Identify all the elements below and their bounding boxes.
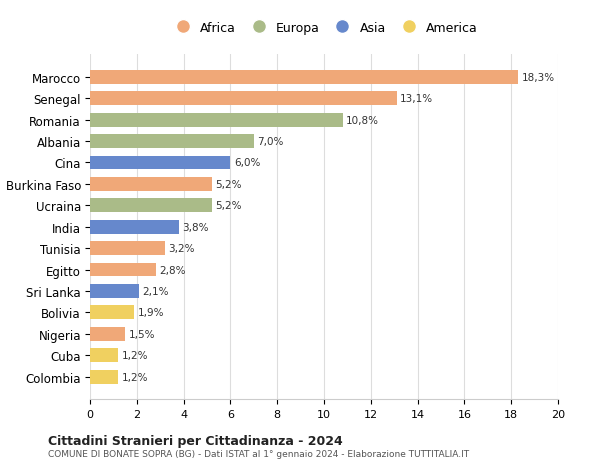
Text: 5,2%: 5,2%	[215, 179, 242, 190]
Bar	[90, 178, 212, 191]
Text: 6,0%: 6,0%	[234, 158, 260, 168]
Text: 3,8%: 3,8%	[182, 222, 209, 232]
Text: 13,1%: 13,1%	[400, 94, 433, 104]
Text: COMUNE DI BONATE SOPRA (BG) - Dati ISTAT al 1° gennaio 2024 - Elaborazione TUTTI: COMUNE DI BONATE SOPRA (BG) - Dati ISTAT…	[48, 449, 469, 458]
Bar	[90, 92, 397, 106]
Text: 18,3%: 18,3%	[522, 73, 555, 83]
Text: 1,5%: 1,5%	[128, 329, 155, 339]
Text: 2,8%: 2,8%	[159, 265, 185, 275]
Bar	[90, 71, 518, 84]
Bar	[90, 220, 179, 234]
Text: 3,2%: 3,2%	[169, 244, 195, 253]
Text: 1,2%: 1,2%	[122, 372, 148, 382]
Bar	[90, 241, 165, 256]
Bar	[90, 156, 230, 170]
Text: 5,2%: 5,2%	[215, 201, 242, 211]
Bar	[90, 348, 118, 362]
Text: 1,2%: 1,2%	[122, 350, 148, 360]
Text: 10,8%: 10,8%	[346, 115, 379, 125]
Bar	[90, 284, 139, 298]
Text: 1,9%: 1,9%	[138, 308, 164, 318]
Bar	[90, 306, 134, 319]
Text: 7,0%: 7,0%	[257, 137, 284, 147]
Text: 2,1%: 2,1%	[143, 286, 169, 296]
Bar	[90, 370, 118, 384]
Text: Cittadini Stranieri per Cittadinanza - 2024: Cittadini Stranieri per Cittadinanza - 2…	[48, 434, 343, 447]
Legend: Africa, Europa, Asia, America: Africa, Europa, Asia, America	[165, 17, 483, 39]
Bar	[90, 263, 155, 277]
Bar	[90, 135, 254, 149]
Bar	[90, 113, 343, 127]
Bar	[90, 199, 212, 213]
Bar	[90, 327, 125, 341]
